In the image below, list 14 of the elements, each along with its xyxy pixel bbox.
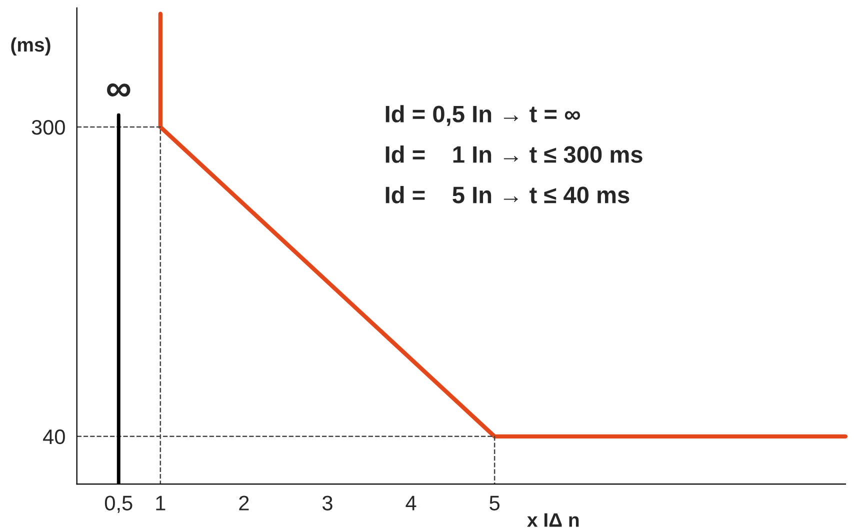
x-tick-label: 0,5 [104,496,132,513]
x-tick-label: 1 [156,496,166,510]
x-tick-label: 3 [322,496,332,510]
x-tick-label: 5 [490,496,500,510]
ref-line-label: ∞ [107,83,130,97]
x-tick-label: 2 [239,496,249,510]
y-tick-label: 300 [32,120,65,135]
x-tick-label: 4 [406,496,416,510]
annotation: Id = 1 In → t ≤ 300 ms [386,146,642,163]
annotation: Id = 5 In → t ≤ 40 ms [386,186,630,204]
y-axis-title: (ms) [11,37,50,56]
annotation: Id = 0,5 In → t = ∞ [386,105,580,126]
x-axis-title: x IΔ n [527,513,579,527]
y-tick-label: 40 [43,429,65,444]
